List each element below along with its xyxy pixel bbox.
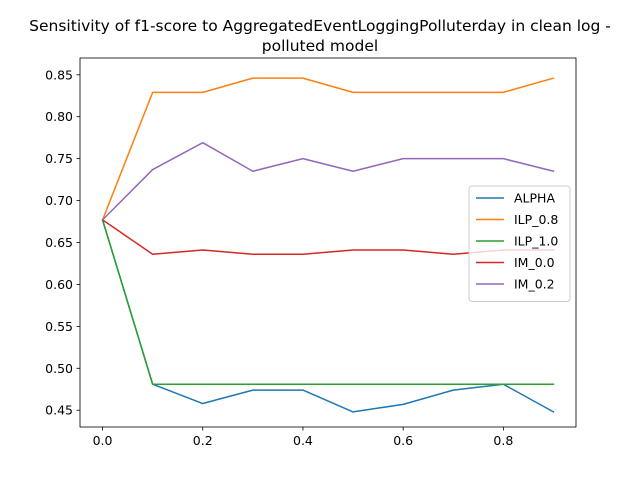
series-line-alpha [101, 218, 555, 413]
x-tick-label: 0.4 [293, 433, 313, 448]
axes-layer: 0.0 0.2 0.4 0.6 0.8 0.45 0.50 0.55 0.60 0.65 0.70 0… [45, 57, 577, 448]
chart-title-line-1: Sensitivity of f1-score to AggregatedEve… [29, 17, 611, 35]
y-tick-label: 0.85 [45, 67, 73, 82]
x-tick-label: 0.0 [93, 433, 113, 448]
y-tick-label: 0.70 [45, 193, 73, 208]
x-tick-label: 0.2 [193, 433, 213, 448]
chart-title-line-2: polluted model [262, 37, 378, 55]
y-tick-label: 0.60 [45, 277, 73, 292]
y-tick-label: 0.65 [45, 235, 73, 250]
series-line-im-0-2 [101, 141, 555, 221]
y-tick-label: 0.55 [45, 319, 73, 334]
y-tick-label: 0.50 [45, 361, 73, 376]
x-tick-label: 0.6 [393, 433, 413, 448]
series-layer [101, 77, 555, 413]
legend-box [468, 185, 571, 302]
legend-label: ALPHA [514, 191, 555, 206]
legend-label: IM_0.2 [514, 277, 555, 292]
x-tick-label: 0.8 [493, 433, 513, 448]
y-tick-label: 0.45 [45, 403, 73, 418]
legend-label: IM_0.0 [514, 255, 555, 270]
series-line-ilp-0-8 [101, 77, 555, 221]
legend-label: ILP_1.0 [514, 234, 558, 249]
y-tick-label: 0.75 [45, 151, 73, 166]
series-line-ilp-1-0 [101, 218, 555, 385]
y-tick-label: 0.80 [45, 109, 73, 124]
legend: ALPHA ILP_0.8 ILP_1.0 IM_0.0 IM_0.2 [468, 185, 571, 302]
legend-label: ILP_0.8 [514, 212, 558, 227]
